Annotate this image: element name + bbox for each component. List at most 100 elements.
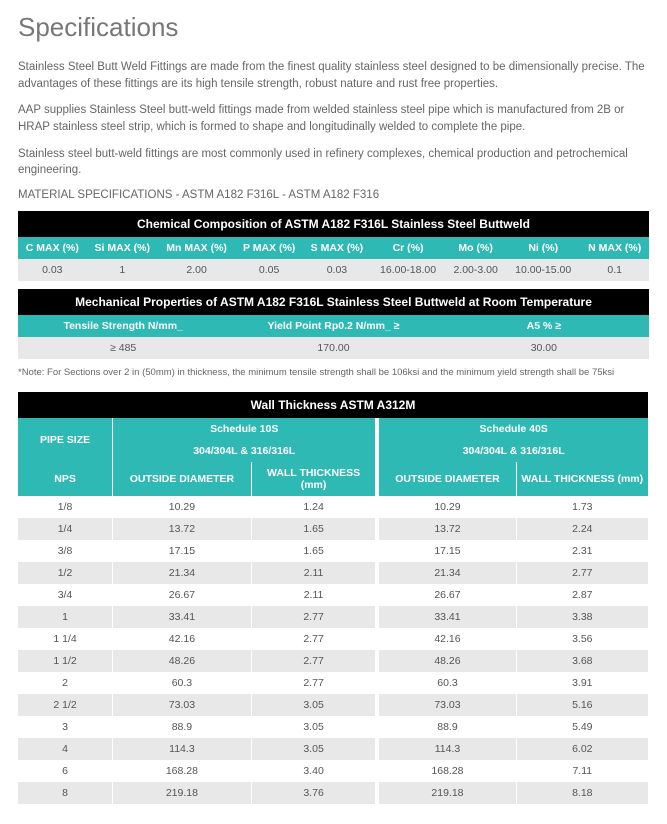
- pipe-size-header: PIPE SIZE: [18, 418, 113, 462]
- table-row: 3/817.151.6517.152.31: [18, 540, 649, 562]
- material-spec-line: MATERIAL SPECIFICATIONS - ASTM A182 F316…: [18, 189, 649, 201]
- wall-cell: 26.67: [377, 584, 516, 606]
- wall-cell: 17.15: [113, 540, 252, 562]
- chem-cell: 0.05: [235, 259, 303, 281]
- wall-cell: 8.18: [516, 782, 648, 804]
- wt-header: WALL THICKNESS (mm): [516, 462, 648, 496]
- wall-cell: 42.16: [113, 628, 252, 650]
- wall-cell: 114.3: [377, 738, 516, 760]
- wall-cell: 88.9: [377, 716, 516, 738]
- wall-cell: 3/4: [18, 584, 113, 606]
- wall-cell: 1.73: [516, 496, 648, 518]
- mechanical-properties-table: Mechanical Properties of ASTM A182 F316L…: [18, 289, 649, 359]
- wall-cell: 10.29: [377, 496, 516, 518]
- wall-cell: 114.3: [113, 738, 252, 760]
- wall-cell: 3.40: [251, 760, 377, 782]
- table-row: 2 1/273.033.0573.035.16: [18, 694, 649, 716]
- chem-cell: 0.03: [303, 259, 371, 281]
- chem-col-header: C MAX (%): [18, 237, 87, 259]
- page-title: Specifications: [18, 12, 649, 43]
- wall-cell: 60.3: [113, 672, 252, 694]
- wall-cell: 48.26: [113, 650, 252, 672]
- sched40-header: Schedule 40S: [377, 418, 648, 440]
- wall-cell: 1/4: [18, 518, 113, 540]
- wall-cell: 8: [18, 782, 113, 804]
- wall-cell: 33.41: [113, 606, 252, 628]
- chem-col-header: N MAX (%): [580, 237, 649, 259]
- wall-cell: 2.87: [516, 584, 648, 606]
- nps-header: NPS: [18, 462, 113, 496]
- wall-cell: 5.49: [516, 716, 648, 738]
- wall-cell: 3.38: [516, 606, 648, 628]
- wall-cell: 1/2: [18, 562, 113, 584]
- chem-cell: 10.00-15.00: [506, 259, 580, 281]
- sched10-header: Schedule 10S: [113, 418, 378, 440]
- chem-col-header: Cr (%): [371, 237, 445, 259]
- chem-col-header: Ni (%): [506, 237, 580, 259]
- table-row: 1/221.342.1121.342.77: [18, 562, 649, 584]
- wall-cell: 219.18: [377, 782, 516, 804]
- table-row: 1/810.291.2410.291.73: [18, 496, 649, 518]
- table-row: 388.93.0588.95.49: [18, 716, 649, 738]
- wall-cell: 26.67: [113, 584, 252, 606]
- wall-cell: 168.28: [113, 760, 252, 782]
- chem-col-header: Mn MAX (%): [158, 237, 235, 259]
- wall-cell: 3.56: [516, 628, 648, 650]
- mech-cell: 30.00: [439, 337, 649, 359]
- table-row: 8219.183.76219.188.18: [18, 782, 649, 804]
- chem-col-header: P MAX (%): [235, 237, 303, 259]
- intro-paragraph: Stainless Steel Butt Weld Fittings are m…: [18, 59, 649, 92]
- chem-title: Chemical Composition of ASTM A182 F316L …: [18, 211, 649, 237]
- wall-cell: 5.16: [516, 694, 648, 716]
- mech-col-header: Tensile Strength N/mm_: [18, 315, 228, 337]
- chem-col-header: Si MAX (%): [87, 237, 158, 259]
- footnote: *Note: For Sections over 2 in (50mm) in …: [18, 367, 649, 378]
- wall-cell: 2: [18, 672, 113, 694]
- wall-cell: 2 1/2: [18, 694, 113, 716]
- wall-cell: 10.29: [113, 496, 252, 518]
- wall-cell: 60.3: [377, 672, 516, 694]
- intro-paragraph: AAP supplies Stainless Steel butt-weld f…: [18, 102, 649, 135]
- wall-cell: 1 1/4: [18, 628, 113, 650]
- mech-col-header: A5 % ≥: [439, 315, 649, 337]
- wall-cell: 1.65: [251, 518, 377, 540]
- wall-cell: 1/8: [18, 496, 113, 518]
- wall-cell: 6.02: [516, 738, 648, 760]
- wall-cell: 2.11: [251, 562, 377, 584]
- wall-cell: 3/8: [18, 540, 113, 562]
- wall-cell: 21.34: [113, 562, 252, 584]
- wall-cell: 73.03: [113, 694, 252, 716]
- wall-cell: 2.77: [251, 672, 377, 694]
- table-row: 260.32.7760.33.91: [18, 672, 649, 694]
- wall-cell: 2.31: [516, 540, 648, 562]
- wall-cell: 168.28: [377, 760, 516, 782]
- table-row: 1/413.721.6513.722.24: [18, 518, 649, 540]
- chem-cell: 2.00: [158, 259, 235, 281]
- wall-cell: 88.9: [113, 716, 252, 738]
- material-header: 304/304L & 316/316L: [377, 440, 648, 462]
- chem-cell: 1: [87, 259, 158, 281]
- wall-cell: 3.05: [251, 738, 377, 760]
- table-row: 1 1/248.262.7748.263.68: [18, 650, 649, 672]
- chem-col-header: Mo (%): [445, 237, 506, 259]
- mech-cell: ≥ 485: [18, 337, 228, 359]
- mech-cell: 170.00: [228, 337, 438, 359]
- wall-cell: 1.65: [251, 540, 377, 562]
- wall-cell: 3.68: [516, 650, 648, 672]
- chem-cell: 0.03: [18, 259, 87, 281]
- od-header: OUTSIDE DIAMETER: [377, 462, 516, 496]
- mech-title: Mechanical Properties of ASTM A182 F316L…: [18, 289, 649, 315]
- wall-cell: 13.72: [113, 518, 252, 540]
- wall-cell: 73.03: [377, 694, 516, 716]
- intro-paragraph: Stainless steel butt-weld fittings are m…: [18, 146, 649, 179]
- table-row: 3/426.672.1126.672.87: [18, 584, 649, 606]
- chemical-composition-table: Chemical Composition of ASTM A182 F316L …: [18, 211, 649, 281]
- wall-cell: 3.05: [251, 694, 377, 716]
- wall-cell: 3.05: [251, 716, 377, 738]
- mech-col-header: Yield Point Rp0.2 N/mm_ ≥: [228, 315, 438, 337]
- chem-cell: 0.1: [580, 259, 649, 281]
- wall-cell: 3: [18, 716, 113, 738]
- wall-cell: 2.77: [516, 562, 648, 584]
- wall-cell: 1.24: [251, 496, 377, 518]
- wall-cell: 2.77: [251, 628, 377, 650]
